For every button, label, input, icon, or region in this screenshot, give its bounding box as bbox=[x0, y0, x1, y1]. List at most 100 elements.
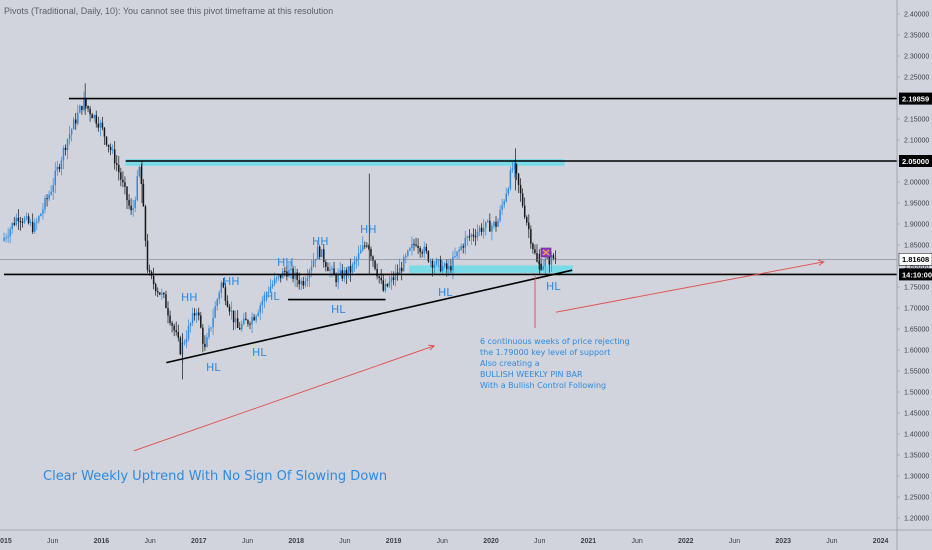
candle-body bbox=[284, 270, 286, 272]
price-tick-label: 1.30000 bbox=[904, 474, 929, 481]
candle-body bbox=[44, 198, 46, 210]
time-tick-label: Jun bbox=[729, 538, 740, 545]
candle-body bbox=[261, 301, 264, 306]
time-scale[interactable]: 2015 Jun 2016 Jun 2017 Jun 2018 Jun 2019 Jun 2020 J… bbox=[0, 529, 932, 545]
price-badge bbox=[899, 92, 932, 105]
candle-body bbox=[5, 237, 7, 239]
zone-rect bbox=[125, 159, 565, 166]
candle-body bbox=[351, 264, 354, 273]
signal-marker-icon bbox=[540, 247, 552, 258]
candle-body bbox=[396, 272, 399, 275]
candle-body bbox=[306, 278, 309, 282]
candle-body bbox=[415, 244, 417, 246]
time-tick-label: Jun bbox=[339, 538, 350, 545]
candle-body bbox=[173, 325, 175, 331]
candle-body bbox=[234, 318, 237, 323]
candle-body bbox=[83, 99, 85, 110]
candle-body bbox=[454, 256, 456, 258]
candle-body bbox=[220, 282, 223, 293]
candle-body bbox=[179, 337, 182, 355]
candle-body bbox=[544, 259, 546, 266]
candle-body bbox=[130, 205, 132, 211]
candle-body bbox=[99, 122, 102, 128]
price-badge bbox=[899, 268, 932, 281]
candle-body bbox=[466, 236, 469, 238]
candle-body bbox=[118, 164, 120, 173]
candle-body bbox=[546, 256, 548, 260]
price-tick-label: 1.90000 bbox=[904, 222, 929, 229]
candle-body bbox=[46, 198, 48, 200]
candle-body bbox=[290, 268, 292, 271]
candle-body bbox=[349, 266, 352, 273]
candle-body bbox=[249, 323, 251, 325]
swing-label: HH bbox=[277, 256, 294, 269]
trend-arrow-line bbox=[133, 345, 435, 452]
candle-body bbox=[19, 221, 22, 223]
candle-body bbox=[75, 119, 77, 124]
candle-body bbox=[91, 114, 93, 119]
candle-body bbox=[218, 292, 220, 300]
candle-body bbox=[437, 259, 440, 261]
candle-body bbox=[499, 209, 501, 221]
note-line: 6 continuous weeks of price rejecting bbox=[480, 337, 630, 346]
candle-body bbox=[11, 223, 13, 230]
candle-body bbox=[56, 166, 59, 171]
candle-body bbox=[269, 286, 272, 293]
candle-body bbox=[528, 222, 530, 230]
swing-label: HH bbox=[223, 275, 240, 288]
time-tick-label: Jun bbox=[437, 538, 448, 545]
analysis-note: 6 continuous weeks of price rejecting th… bbox=[480, 337, 630, 390]
time-tick-label: Jun bbox=[826, 538, 837, 545]
candle-body bbox=[103, 127, 106, 137]
candle-body bbox=[202, 327, 204, 344]
candle-body bbox=[120, 172, 122, 180]
time-tick-label: 2016 bbox=[94, 538, 110, 545]
candle-body bbox=[312, 260, 315, 267]
arrow-head-icon bbox=[428, 344, 436, 351]
price-badge-label: 2.05000 bbox=[902, 157, 929, 166]
time-tick-label: 2023 bbox=[775, 538, 791, 545]
candle-body bbox=[357, 253, 360, 260]
time-tick-label: Jun bbox=[47, 538, 58, 545]
price-scale[interactable]: 2.400002.350002.300002.250002.200002.150… bbox=[896, 0, 932, 550]
pivots-indicator-label: Pivots (Traditional, Daily, 10): You can… bbox=[4, 6, 333, 16]
candle-body bbox=[239, 327, 241, 330]
time-tick-label: 2021 bbox=[581, 538, 597, 545]
candle-body bbox=[144, 206, 147, 241]
candle-body bbox=[329, 269, 331, 272]
swing-label: HL bbox=[331, 303, 346, 316]
candle-body bbox=[288, 270, 290, 277]
candle-body bbox=[458, 249, 460, 252]
candle-body bbox=[280, 274, 282, 279]
candle-body bbox=[485, 221, 487, 228]
candle-body bbox=[542, 265, 544, 270]
candle-body bbox=[403, 257, 405, 272]
trendline bbox=[166, 269, 573, 364]
price-tick-label: 2.25000 bbox=[904, 75, 929, 82]
candle-body bbox=[532, 243, 534, 250]
candle-body bbox=[353, 261, 356, 265]
candle-body bbox=[472, 234, 475, 237]
candle-body bbox=[277, 274, 280, 278]
candle-body bbox=[126, 186, 128, 201]
candle-body bbox=[165, 294, 167, 309]
candle-body bbox=[273, 278, 276, 285]
candle-body bbox=[423, 246, 425, 254]
candle-body bbox=[370, 249, 372, 257]
swing-label: HL bbox=[252, 346, 267, 359]
candle-body bbox=[191, 313, 194, 324]
candle-body bbox=[296, 272, 298, 280]
candle-body bbox=[198, 312, 200, 316]
candle-body bbox=[345, 270, 348, 276]
candle-body bbox=[372, 256, 374, 261]
candle-body bbox=[327, 266, 329, 272]
candle-body bbox=[109, 146, 112, 151]
price-scale-ticks: 2.400002.350002.300002.250002.200002.150… bbox=[897, 12, 929, 523]
price-tick-label: 1.50000 bbox=[904, 390, 929, 397]
candle-body bbox=[107, 144, 110, 147]
candle-body bbox=[491, 225, 493, 232]
candle-body bbox=[152, 276, 155, 285]
candle-body bbox=[425, 246, 428, 252]
price-tick-label: 1.45000 bbox=[904, 411, 929, 418]
